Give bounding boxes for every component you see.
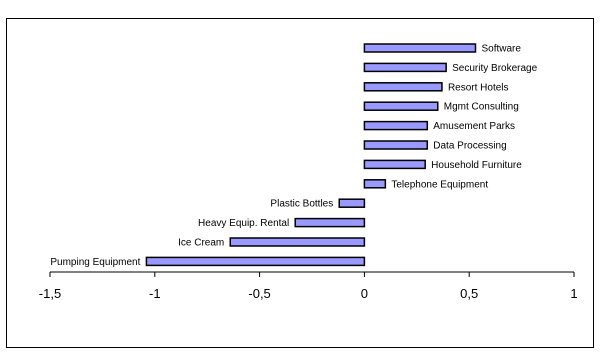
bar-label-security-brokerage: Security Brokerage <box>452 63 537 74</box>
bar-label-amusement-parks: Amusement Parks <box>433 121 515 132</box>
bar-amusement-parks <box>363 120 429 131</box>
bar-label-plastic-bottles: Plastic Bottles <box>270 199 333 210</box>
chart-frame <box>6 18 594 348</box>
bar-pumping-equipment <box>145 256 366 267</box>
bar-labels-group: Software Security Brokerage Resort Hotels M… <box>50 44 537 268</box>
bar-resort-hotels <box>363 82 443 92</box>
x-tick-label: 0 <box>361 286 368 301</box>
bar-mgmt-consulting <box>363 101 439 111</box>
bar-household-furniture <box>363 159 426 170</box>
bar-ice-cream <box>229 237 366 247</box>
bar-label-heavy-equip-rental: Heavy Equip. Rental <box>198 218 289 229</box>
bar-label-ice-cream: Ice Cream <box>178 238 224 249</box>
bar-security-brokerage <box>363 62 447 73</box>
x-tick-label: 0,5 <box>460 286 478 301</box>
bar-label-pumping-equipment: Pumping Equipment <box>50 257 140 268</box>
bar-software <box>363 43 477 53</box>
x-tick-label: 1 <box>570 286 577 301</box>
bar-plastic-bottles <box>338 198 366 208</box>
x-tick-label: -1 <box>149 286 161 301</box>
bar-telephone-equipment <box>363 179 387 189</box>
bar-label-mgmt-consulting: Mgmt Consulting <box>444 102 519 113</box>
bar-label-data-processing: Data Processing <box>433 141 506 152</box>
bar-data-processing <box>363 140 429 150</box>
bars-group <box>145 43 477 267</box>
x-tick-label: -1,5 <box>39 286 61 301</box>
bar-label-resort-hotels: Resort Hotels <box>448 82 509 93</box>
x-tick-label: -0,5 <box>248 286 270 301</box>
bar-label-telephone-equipment: Telephone Equipment <box>391 179 488 190</box>
x-axis: -1,5 -1 -0,5 0 0,5 1 <box>39 271 578 301</box>
bar-label-household-furniture: Household Furniture <box>431 160 522 171</box>
bar-label-software: Software <box>481 44 521 55</box>
bar-heavy-equip-rental <box>294 217 366 228</box>
